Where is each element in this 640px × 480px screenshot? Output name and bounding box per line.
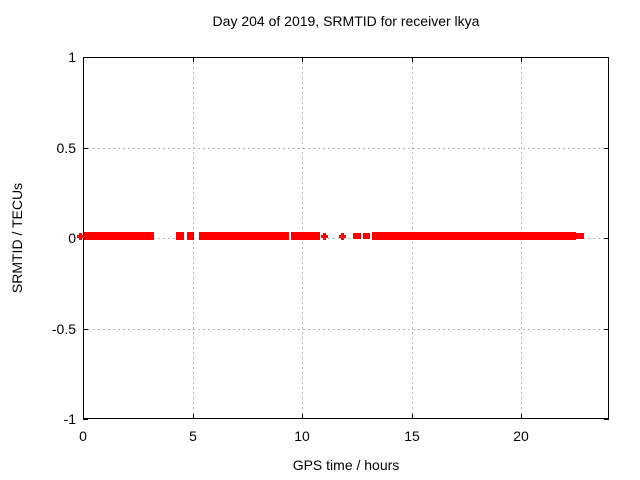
- data-segment: [84, 232, 154, 240]
- grid-line-horizontal: [83, 329, 609, 330]
- x-tick-top: [302, 57, 303, 62]
- x-tick-label: 20: [513, 428, 529, 444]
- grid-line-horizontal: [83, 238, 609, 239]
- x-tick-label: 5: [189, 428, 197, 444]
- data-segment: [372, 232, 576, 240]
- y-tick-label: -0.5: [51, 321, 76, 337]
- data-segment: [362, 233, 370, 239]
- data-point-plus-vbar: [322, 232, 326, 240]
- x-tick-bottom: [193, 414, 194, 419]
- y-tick-label: -1: [63, 411, 76, 427]
- x-tick-top: [193, 57, 194, 62]
- x-tick-bottom: [521, 414, 522, 419]
- y-tick-label: 1: [68, 49, 76, 65]
- x-tick-label: 0: [79, 428, 87, 444]
- y-tick-left: [83, 419, 88, 420]
- x-axis-title: GPS time / hours: [292, 457, 400, 473]
- chart-title: Day 204 of 2019, SRMTID for receiver lky…: [212, 13, 480, 29]
- data-segment: [290, 232, 320, 240]
- y-tick-right: [604, 419, 609, 420]
- y-tick-label: 0: [68, 230, 76, 246]
- x-tick-label: 15: [404, 428, 420, 444]
- x-tick-top: [83, 57, 84, 62]
- data-segment: [198, 232, 289, 240]
- data-segment: [186, 232, 194, 240]
- x-tick-top: [412, 57, 413, 62]
- data-segment: [175, 232, 185, 240]
- y-tick-right: [604, 148, 609, 149]
- y-tick-left: [83, 329, 88, 330]
- data-point-plus-vbar: [78, 232, 82, 240]
- y-tick-right: [604, 329, 609, 330]
- x-tick-label: 10: [294, 428, 310, 444]
- grid-line-horizontal: [83, 148, 609, 149]
- x-tick-top: [521, 57, 522, 62]
- data-segment: [352, 233, 361, 239]
- y-tick-label: 0.5: [56, 140, 76, 156]
- data-segment: [575, 233, 584, 239]
- data-point-plus-vbar: [340, 232, 344, 240]
- y-tick-left: [83, 57, 88, 58]
- y-tick-right: [604, 57, 609, 58]
- x-tick-bottom: [83, 414, 84, 419]
- y-tick-left: [83, 148, 88, 149]
- x-tick-bottom: [302, 414, 303, 419]
- y-tick-right: [604, 238, 609, 239]
- x-tick-bottom: [412, 414, 413, 419]
